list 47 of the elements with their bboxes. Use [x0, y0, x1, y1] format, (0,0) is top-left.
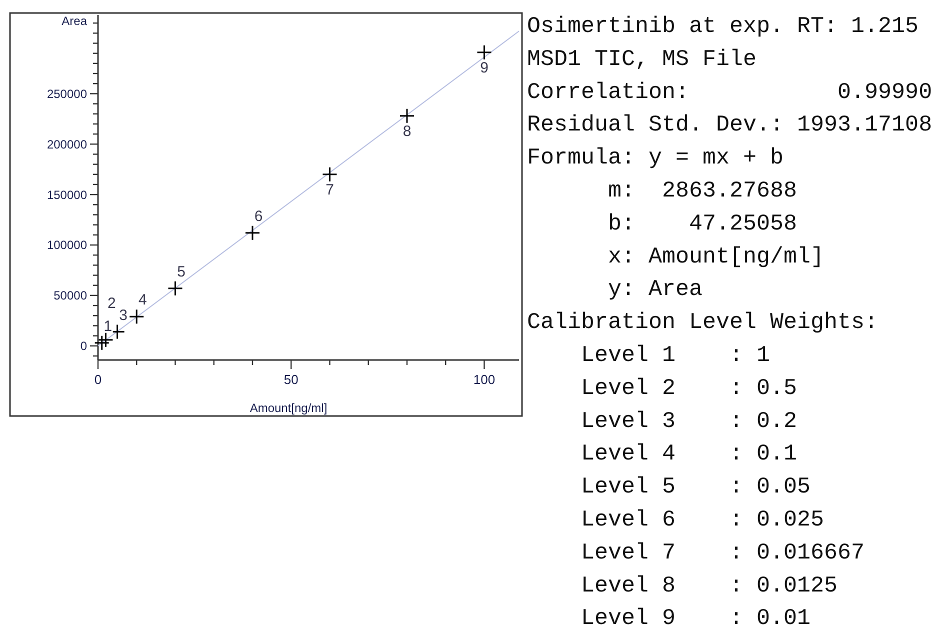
- text: Level 6 : 0.025: [527, 506, 824, 532]
- y-axis-title: Area: [62, 14, 88, 28]
- point: [476, 44, 492, 60]
- text: Level 9 : 0.01: [527, 605, 811, 632]
- y-tick-label: 200000: [46, 137, 88, 152]
- y-tick-label: 0: [80, 339, 88, 354]
- annotation: 4: [138, 292, 147, 309]
- y-tick-label: 100000: [46, 238, 88, 252]
- text: Level 3 : 0.2: [527, 408, 798, 434]
- annotation: 1: [104, 318, 112, 335]
- text: Level 5 : 0.05: [527, 474, 811, 500]
- text: Calibration Level Weights:: [527, 309, 878, 336]
- annotation: 8: [402, 122, 412, 140]
- annotation: 6: [254, 208, 263, 225]
- y-tick-label: 250000: [46, 86, 88, 101]
- text: Level 2 : 0.5: [527, 374, 798, 401]
- annotation: 7: [326, 181, 334, 198]
- text: Level 8 : 0.0125: [527, 572, 838, 598]
- text: Level 4 : 0.1: [527, 440, 798, 467]
- text: Correlation: 0.99990: [527, 78, 932, 105]
- text: m: 2863.27688: [527, 178, 798, 204]
- text: MSD1 TIC, MS File: [527, 46, 757, 72]
- text: y: Area: [527, 276, 703, 302]
- point: [399, 108, 415, 124]
- point: [98, 332, 114, 348]
- text: Formula: y = mx + b: [527, 144, 784, 171]
- text: Level 1 : 1: [527, 342, 770, 368]
- text: Osimertinib at exp. RT: 1.215: [527, 13, 919, 39]
- text: Level 7 : 0.016667: [527, 539, 865, 566]
- point: [128, 308, 144, 324]
- x-tick-label: 100: [473, 372, 496, 387]
- x-tick-label: 50: [284, 372, 298, 387]
- x-axis-title: Amount[ng/ml]: [250, 401, 328, 415]
- y-tick-label: 150000: [46, 188, 88, 202]
- x-tick-label: 0: [94, 372, 102, 387]
- annotation: 5: [177, 263, 186, 280]
- text: b: 47.25058: [527, 210, 798, 236]
- annotation: 9: [480, 59, 488, 76]
- point: [168, 280, 183, 296]
- text: x: Amount[ng/ml]: [527, 243, 824, 270]
- annotation: 2: [108, 294, 116, 312]
- y-tick-label: 50000: [54, 288, 88, 303]
- point: [244, 225, 260, 241]
- text: Residual Std. Dev.: 1993.17108: [527, 112, 932, 138]
- point: [94, 335, 110, 351]
- annotation: 3: [119, 306, 128, 324]
- point: [322, 166, 338, 182]
